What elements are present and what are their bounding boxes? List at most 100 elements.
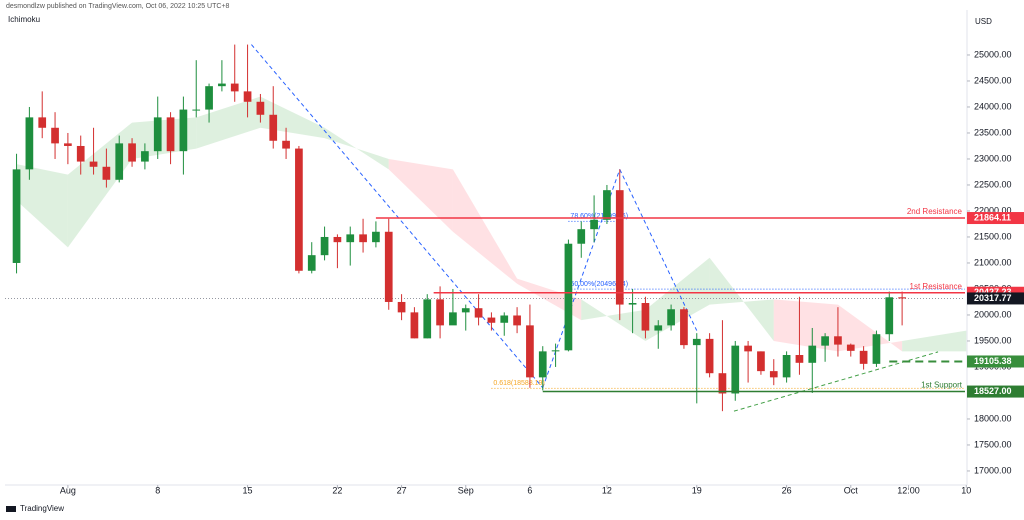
level-price-box — [967, 355, 1024, 368]
candle-body — [12, 169, 21, 263]
candle-body — [641, 303, 650, 331]
candle-body — [141, 151, 149, 162]
last-price-box — [967, 292, 1024, 305]
candle-body — [397, 301, 406, 313]
candle-body — [834, 336, 842, 345]
candle-body — [320, 236, 329, 256]
candle-body — [461, 308, 470, 313]
y-tick-label: 24000.00 — [974, 101, 1012, 111]
header: desmondlzw published on TradingView.com,… — [6, 3, 230, 10]
y-tick-label: 17500.00 — [974, 439, 1012, 449]
candle-body — [590, 219, 598, 230]
cloud — [16, 164, 68, 248]
x-tick-label: 19 — [692, 485, 702, 495]
cloud — [388, 158, 453, 232]
candle-body — [526, 325, 534, 378]
trendline — [251, 44, 544, 389]
candle-body — [295, 148, 303, 271]
candle-body — [846, 344, 855, 351]
candle-body — [89, 161, 98, 167]
candle-body — [269, 114, 278, 141]
candle-body — [38, 117, 47, 128]
candle-body — [551, 350, 560, 352]
level-price-label: 20427.23 — [974, 287, 1012, 297]
fib-label: 0.618(18588.19) — [493, 380, 544, 387]
candle-body — [307, 255, 316, 271]
x-tick-label: 26 — [782, 485, 792, 495]
x-tick-label: 27 — [397, 485, 407, 495]
y-tick-label: 20000.00 — [974, 309, 1012, 319]
x-tick-label: 8 — [155, 485, 160, 495]
y-tick-label: 17000.00 — [974, 465, 1012, 475]
candle-body — [654, 325, 663, 331]
candle-body — [218, 83, 226, 87]
candle-body — [718, 373, 727, 394]
candle-body — [51, 127, 59, 144]
y-tick-label: 22000.00 — [974, 205, 1012, 215]
candle-body — [538, 351, 547, 378]
level-price-label: 18527.00 — [974, 386, 1012, 396]
x-tick-label: 22 — [332, 485, 342, 495]
candle-body — [564, 243, 573, 351]
candle-body — [256, 101, 265, 115]
candle-body — [500, 315, 509, 323]
candle-body — [744, 345, 752, 352]
cloud — [196, 96, 261, 149]
logo — [6, 506, 16, 512]
x-tick-label: 15 — [243, 485, 253, 495]
level-name: 1st Resistance — [910, 282, 963, 291]
y-tick-label: 19500.00 — [974, 335, 1012, 345]
footer: TradingView — [20, 504, 64, 513]
candle-body — [230, 83, 239, 92]
candle-body — [436, 299, 444, 326]
candle-body — [449, 312, 457, 326]
candle-body — [680, 309, 688, 346]
x-tick-label: Oct — [844, 485, 859, 495]
candle-body — [102, 166, 111, 180]
candle-body — [808, 345, 817, 363]
x-tick-label: 12:00 — [897, 485, 920, 495]
fib-label: 50.00%(20496.04) — [570, 281, 628, 288]
candle-body — [898, 297, 906, 299]
cloud — [709, 257, 774, 341]
candle-body — [179, 109, 188, 152]
level-price-box — [967, 385, 1024, 398]
level-price-label: 21864.11 — [974, 212, 1011, 222]
candle-body — [821, 336, 829, 346]
x-tick-label: Aug — [60, 485, 76, 495]
candle-body — [384, 231, 393, 302]
y-tick-label: 23000.00 — [974, 153, 1012, 163]
y-tick-label: 21500.00 — [974, 231, 1012, 241]
candle-body — [64, 143, 72, 146]
candle-body — [115, 143, 124, 180]
candle-body — [205, 86, 213, 110]
candle-body — [243, 91, 252, 102]
last-price-label: 20317.77 — [974, 293, 1012, 303]
candle-body — [410, 312, 419, 339]
x-tick-label: Sep — [458, 485, 474, 495]
candle-body — [128, 143, 136, 162]
candle-body — [487, 317, 496, 323]
y-axis-label: USD — [975, 17, 992, 26]
cloud — [837, 304, 903, 352]
y-tick-label: 21000.00 — [974, 257, 1012, 267]
candle-body — [885, 297, 894, 335]
candle-body — [859, 350, 868, 364]
candle-body — [705, 338, 714, 374]
candle-body — [513, 315, 521, 326]
candle-body — [872, 334, 881, 364]
candle-body — [359, 234, 367, 243]
x-tick-label: 6 — [527, 485, 532, 495]
candle-body — [603, 190, 611, 220]
level-name: 2nd Resistance — [907, 207, 963, 216]
candle-body — [25, 117, 34, 170]
trendline — [619, 169, 698, 331]
candle-body — [333, 236, 342, 243]
x-tick-label: 12 — [602, 485, 612, 495]
candle-body — [692, 338, 701, 346]
candle-body — [282, 140, 290, 149]
candle-body — [346, 234, 355, 243]
candle-body — [795, 355, 804, 363]
